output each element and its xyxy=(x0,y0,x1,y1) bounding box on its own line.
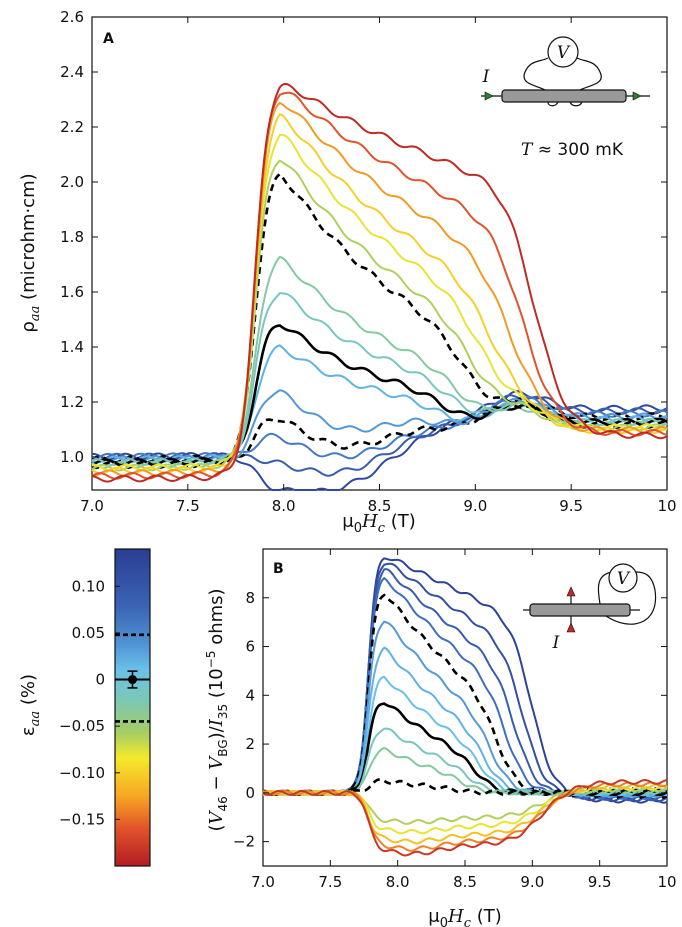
y-tick-label: 8 xyxy=(245,589,255,607)
colorbar-tick-label: −0.15 xyxy=(59,810,105,828)
y-tick-label: 2.0 xyxy=(60,173,84,191)
series-line-pos-0_110 xyxy=(262,562,668,803)
x-tick-label: 8.5 xyxy=(368,497,392,515)
panel-a-tag: A xyxy=(103,31,114,47)
series-line-neg-0_045 xyxy=(91,172,668,470)
y-tick-label: 6 xyxy=(245,638,255,656)
x-tick-label: 10 xyxy=(657,873,676,891)
colorbar-tick-label: −0.10 xyxy=(59,764,105,782)
colorbar-markers xyxy=(115,633,150,723)
x-tick-label: 8.0 xyxy=(386,873,410,891)
panel-b-ylabel: (V46 − VBG)/I35 (10−5 ohms) xyxy=(204,588,230,831)
y-tick-label: 0 xyxy=(245,784,255,802)
panel-b-curves xyxy=(262,557,668,857)
panel-b-ticks: 7.0 7.5 8.0 8.5 9.0 9.5 10 −2 0 2 4 6 8 xyxy=(233,549,677,891)
series-line-pos-0_050 xyxy=(262,593,668,800)
y-tick-label: 1.8 xyxy=(60,228,84,246)
x-tick-label: 9.0 xyxy=(520,873,544,891)
y-tick-label: 4 xyxy=(245,686,255,704)
x-tick-label: 7.0 xyxy=(251,873,275,891)
panel-a-ticks: 7.0 7.5 8.0 8.5 9.0 9.5 10 1.0 1.2 1.4 1.6 1.8 2.0 2.… xyxy=(60,8,676,515)
panel-b: 7.0 7.5 8.0 8.5 9.0 9.5 10 −2 0 2 4 6 8 B μ0Hc (T) (… xyxy=(204,548,677,927)
colorbar-zero-point xyxy=(128,675,137,685)
colorbar-gradient xyxy=(114,548,151,867)
y-tick-label: −2 xyxy=(233,833,255,851)
series-line-neg-0_045 xyxy=(262,778,668,797)
series-line-neg-0_140 xyxy=(262,781,668,852)
series-line-pos-0_035 xyxy=(262,620,668,798)
y-tick-label: 1.2 xyxy=(60,393,84,411)
x-tick-label: 8.5 xyxy=(453,873,477,891)
panel-b-tag: B xyxy=(273,561,284,577)
colorbar-tick-label: 0.05 xyxy=(72,624,105,642)
colorbar-tick-label: 0 xyxy=(95,671,105,689)
x-tick-label: 9.5 xyxy=(559,497,583,515)
panel-b-inset-i-label: I xyxy=(552,633,560,653)
y-tick-label: 1.0 xyxy=(60,448,84,466)
panel-b-inset-v-label: V xyxy=(617,569,631,589)
y-tick-label: 2.6 xyxy=(60,8,84,26)
series-line-neg-0_080 xyxy=(91,133,668,472)
series-line-pos-0_000 xyxy=(91,324,668,467)
panel-a-inset-i-label: I xyxy=(482,67,490,87)
x-tick-label: 8.0 xyxy=(272,497,296,515)
series-line-pos-0_000 xyxy=(262,702,668,797)
strain-colorbar: 0.10 0.05 0 −0.05 −0.10 −0.15 εaa (%) xyxy=(18,548,151,867)
x-tick-label: 7.0 xyxy=(80,497,104,515)
y-tick-label: 2 xyxy=(245,735,255,753)
y-tick-label: 1.6 xyxy=(60,283,84,301)
panel-b-xlabel: μ0Hc (T) xyxy=(428,906,501,927)
panel-a-inset-v-label: V xyxy=(557,43,571,63)
temperature-annotation: T ≈ 300 mK xyxy=(521,140,624,160)
panel-a: 7.0 7.5 8.0 8.5 9.0 9.5 10 1.0 1.2 1.4 1.6 1.8 2.0 2.… xyxy=(18,8,677,536)
panel-b-frame xyxy=(262,548,668,867)
x-tick-label: 7.5 xyxy=(318,873,342,891)
panel-b-inset-schematic: V I xyxy=(523,563,657,653)
series-line-neg-0_030 xyxy=(91,255,668,469)
x-tick-label: 7.5 xyxy=(176,497,200,515)
series-line-pos-0_010 xyxy=(262,675,667,797)
panel-a-ylabel: ρaa (microhm·cm) xyxy=(18,173,43,332)
y-tick-label: 2.4 xyxy=(60,63,84,81)
series-line-pos-0_020 xyxy=(91,344,668,464)
x-tick-label: 10 xyxy=(657,497,676,515)
colorbar-tick-label: 0.10 xyxy=(72,577,105,595)
panel-a-curves xyxy=(91,82,668,491)
colorbar-ticks: 0.10 0.05 0 −0.05 −0.10 −0.15 xyxy=(59,577,120,828)
series-line-neg-0_190 xyxy=(91,82,668,483)
series-line-neg-0_030 xyxy=(262,746,668,796)
x-tick-label: 9.5 xyxy=(588,873,612,891)
panel-a-inset-schematic: V I xyxy=(481,36,650,107)
colorbar-label: εaa (%) xyxy=(18,674,43,736)
y-tick-label: 2.2 xyxy=(60,118,84,136)
series-line-neg-0_015 xyxy=(91,292,667,467)
series-line-pos-0_120 xyxy=(92,390,668,491)
series-line-neg-0_180 xyxy=(262,778,668,857)
x-tick-label: 9.0 xyxy=(463,497,487,515)
series-line-pos-0_090 xyxy=(91,394,668,477)
y-tick-label: 1.4 xyxy=(60,338,84,356)
colorbar-tick-label: −0.05 xyxy=(59,717,105,735)
